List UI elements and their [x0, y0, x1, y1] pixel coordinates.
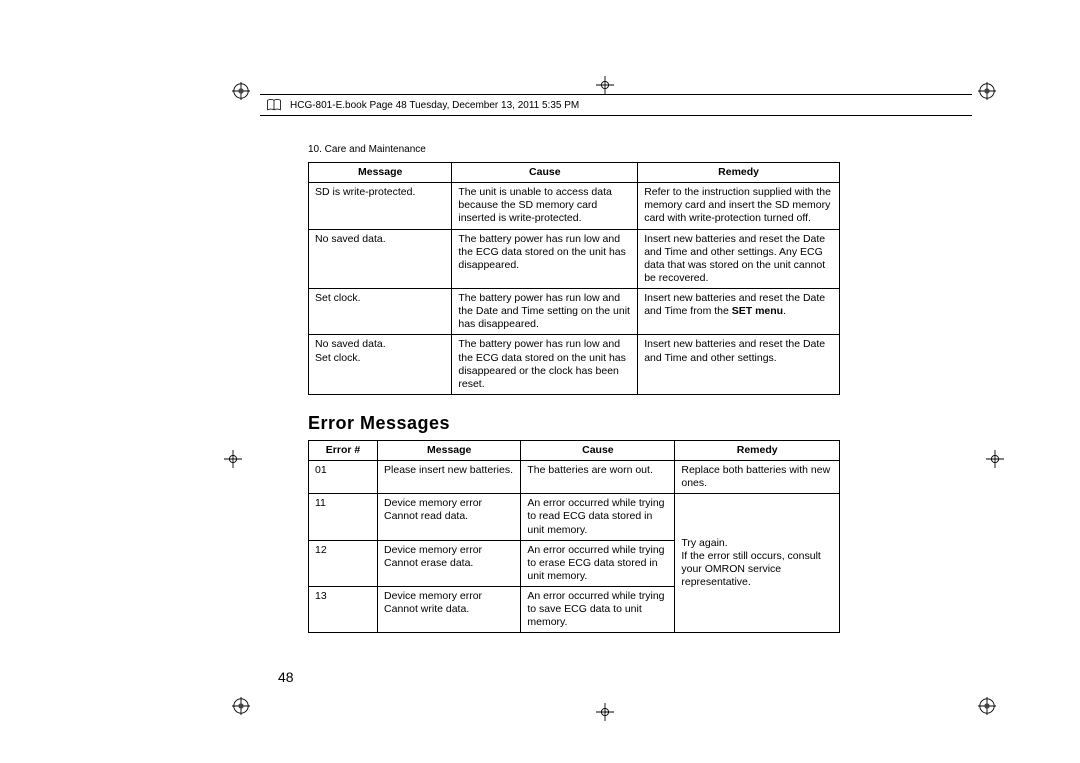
cell-message: Device memory errorCannot read data. [378, 494, 521, 540]
cell-remedy: Insert new batteries and reset the Date … [638, 335, 840, 395]
col-message: Message [309, 163, 452, 183]
error-messages-table: Error # Message Cause Remedy 01 Please i… [308, 440, 840, 634]
cell-error: 11 [309, 494, 378, 540]
table-row: No saved data. The battery power has run… [309, 229, 840, 289]
crop-mark-icon [978, 697, 996, 715]
cell-error: 12 [309, 540, 378, 586]
table-row: 11 Device memory errorCannot read data. … [309, 494, 840, 540]
cell-cause: The batteries are worn out. [521, 461, 675, 494]
cell-cause: The unit is unable to access data becaus… [452, 183, 638, 229]
col-error: Error # [309, 440, 378, 460]
table-row: No saved data.Set clock. The battery pow… [309, 335, 840, 395]
crop-mark-icon [596, 76, 614, 94]
book-icon [266, 97, 282, 113]
table-row: SD is write-protected. The unit is unabl… [309, 183, 840, 229]
cell-remedy: Refer to the instruction supplied with t… [638, 183, 840, 229]
cell-cause: An error occurred while trying to save E… [521, 587, 675, 633]
cell-message: Please insert new batteries. [378, 461, 521, 494]
cell-message: Device memory errorCannot write data. [378, 587, 521, 633]
cell-remedy: Insert new batteries and reset the Date … [638, 229, 840, 289]
page-content: Message Cause Remedy SD is write-protect… [308, 162, 840, 633]
page-number: 48 [278, 669, 294, 685]
messages-table: Message Cause Remedy SD is write-protect… [308, 162, 840, 395]
cell-remedy: Replace both batteries with new ones. [675, 461, 840, 494]
section-label: 10. Care and Maintenance [308, 144, 426, 155]
cell-error: 01 [309, 461, 378, 494]
cell-message: No saved data.Set clock. [309, 335, 452, 395]
table-header-row: Message Cause Remedy [309, 163, 840, 183]
col-cause: Cause [452, 163, 638, 183]
table-row: 01 Please insert new batteries. The batt… [309, 461, 840, 494]
table-row: Set clock. The battery power has run low… [309, 289, 840, 335]
table-header-row: Error # Message Cause Remedy [309, 440, 840, 460]
cell-message: No saved data. [309, 229, 452, 289]
cell-error: 13 [309, 587, 378, 633]
cell-remedy: Insert new batteries and reset the Date … [638, 289, 840, 335]
header-text: HCG-801-E.book Page 48 Tuesday, December… [290, 100, 579, 111]
crop-mark-icon [596, 703, 614, 721]
cell-cause: The battery power has run low and the Da… [452, 289, 638, 335]
cell-message: SD is write-protected. [309, 183, 452, 229]
crop-mark-icon [232, 697, 250, 715]
cell-message: Set clock. [309, 289, 452, 335]
cell-cause: The battery power has run low and the EC… [452, 335, 638, 395]
col-remedy: Remedy [675, 440, 840, 460]
error-messages-heading: Error Messages [308, 413, 840, 434]
crop-mark-icon [224, 450, 242, 468]
cell-cause: An error occurred while trying to read E… [521, 494, 675, 540]
cell-message: Device memory errorCannot erase data. [378, 540, 521, 586]
cell-cause: An error occurred while trying to erase … [521, 540, 675, 586]
crop-mark-icon [232, 82, 250, 100]
print-header: HCG-801-E.book Page 48 Tuesday, December… [260, 94, 972, 116]
col-message: Message [378, 440, 521, 460]
col-remedy: Remedy [638, 163, 840, 183]
cell-cause: The battery power has run low and the EC… [452, 229, 638, 289]
col-cause: Cause [521, 440, 675, 460]
cell-remedy-shared: Try again.If the error still occurs, con… [675, 494, 840, 633]
crop-mark-icon [986, 450, 1004, 468]
crop-mark-icon [978, 82, 996, 100]
